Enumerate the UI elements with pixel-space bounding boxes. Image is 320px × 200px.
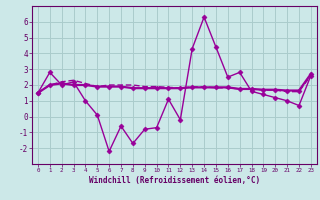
X-axis label: Windchill (Refroidissement éolien,°C): Windchill (Refroidissement éolien,°C) — [89, 176, 260, 185]
